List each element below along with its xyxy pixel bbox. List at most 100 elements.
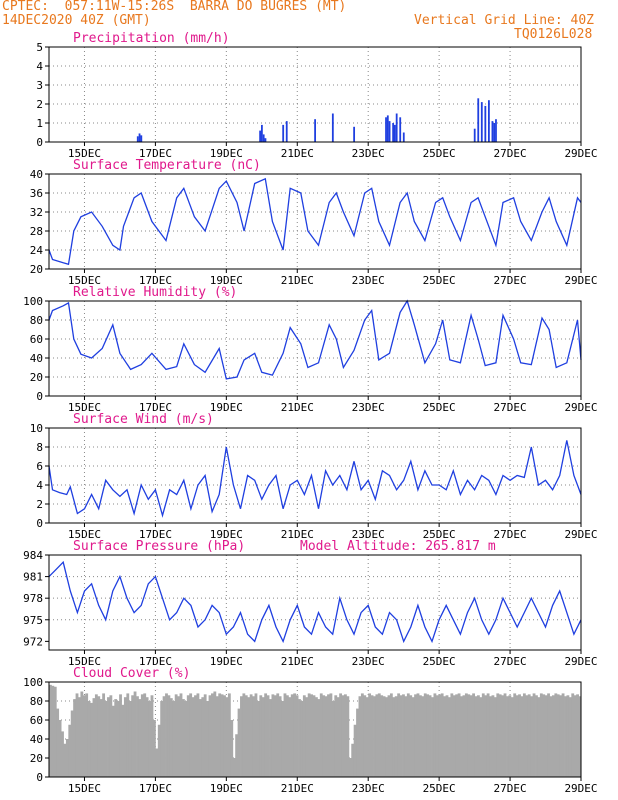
cloud-bar bbox=[56, 708, 60, 777]
wind-ytick-label: 10 bbox=[30, 422, 43, 435]
cloud-bar bbox=[418, 695, 422, 777]
cloud-bar bbox=[414, 694, 417, 777]
cloud-bar bbox=[518, 694, 521, 777]
precip-bar bbox=[493, 123, 496, 142]
cloud-bar bbox=[191, 697, 195, 777]
cloud-bar bbox=[411, 697, 415, 777]
cloud-bar bbox=[315, 697, 318, 777]
precip-title: Precipitation (mm/h) bbox=[73, 31, 230, 46]
cloud-bar bbox=[556, 694, 560, 777]
precip-ytick-label: 2 bbox=[36, 98, 43, 111]
precip-xtick-label: 17DEC bbox=[139, 147, 172, 160]
cloud-bar bbox=[266, 695, 270, 777]
wind-xtick-label: 19DEC bbox=[210, 528, 243, 541]
cloud-bar bbox=[467, 694, 471, 777]
cloud-bar bbox=[148, 701, 151, 777]
cloud-bar bbox=[353, 724, 357, 777]
cloud-bar bbox=[452, 695, 456, 777]
cloud-bar bbox=[167, 695, 171, 777]
cloud-bar bbox=[375, 694, 379, 777]
wind-xtick-label: 25DEC bbox=[423, 528, 456, 541]
cloud-bar bbox=[172, 701, 176, 777]
precip-bar bbox=[259, 130, 262, 142]
cloud-bar bbox=[186, 695, 190, 777]
cloud-bar bbox=[508, 695, 512, 777]
temp-xtick-label: 21DEC bbox=[281, 274, 314, 287]
cloud-bar bbox=[503, 693, 507, 777]
cloud-bar bbox=[522, 693, 526, 777]
humidity-title: Relative Humidity (%) bbox=[73, 285, 237, 300]
humidity-ytick-label: 0 bbox=[36, 390, 43, 403]
precip-bar bbox=[402, 132, 405, 142]
cloud-bar bbox=[196, 693, 200, 777]
cloud-bar bbox=[443, 696, 446, 777]
cloud-bar bbox=[385, 697, 388, 777]
cloud-bar bbox=[404, 696, 408, 777]
cloud-bar bbox=[92, 698, 96, 777]
wind-ytick-label: 0 bbox=[36, 517, 43, 530]
pressure-ytick-label: 975 bbox=[23, 614, 43, 627]
cloud-bar bbox=[182, 699, 185, 777]
cloud-bar bbox=[576, 694, 579, 777]
temp-xtick-label: 29DEC bbox=[564, 274, 597, 287]
cloud-bar bbox=[220, 694, 224, 777]
cloud-bar bbox=[116, 701, 120, 777]
cloud-bar bbox=[302, 695, 306, 777]
cloud-bar bbox=[537, 697, 541, 777]
cloud-bar bbox=[300, 701, 304, 777]
cloud-bar bbox=[99, 699, 103, 777]
humidity-xtick-label: 19DEC bbox=[210, 401, 243, 414]
cloud-bar bbox=[94, 694, 98, 777]
cloud-bar bbox=[273, 695, 277, 777]
humidity-ytick-label: 20 bbox=[30, 371, 43, 384]
cloud-bar bbox=[131, 695, 135, 777]
cloud-bar bbox=[121, 704, 125, 777]
cloud-bar bbox=[477, 695, 480, 777]
cloud-bar bbox=[189, 693, 193, 777]
temp-xtick-label: 25DEC bbox=[423, 274, 456, 287]
cloud-bar bbox=[423, 693, 427, 777]
precip-bar bbox=[484, 105, 487, 142]
temp-line bbox=[48, 177, 582, 266]
pressure-ytick-label: 978 bbox=[23, 592, 43, 605]
cloud-bar bbox=[377, 693, 381, 777]
cloud-bar bbox=[319, 693, 323, 777]
temp-ytick-label: 28 bbox=[30, 225, 43, 238]
cloud-bar bbox=[160, 701, 164, 777]
precip-bar bbox=[394, 124, 396, 142]
cloud-bar bbox=[402, 694, 405, 777]
cloud-bar bbox=[571, 693, 575, 777]
cloud-bar bbox=[143, 693, 147, 777]
humidity-xtick-label: 25DEC bbox=[423, 401, 456, 414]
cloud-bar bbox=[107, 697, 110, 777]
cloud-bar bbox=[339, 693, 342, 777]
precip-bar bbox=[138, 133, 141, 142]
precip-xtick-label: 25DEC bbox=[423, 147, 456, 160]
cloud-bar bbox=[336, 697, 340, 777]
cloud-bar bbox=[194, 695, 197, 777]
cloud-bar bbox=[317, 699, 321, 777]
cloud-bar bbox=[489, 696, 492, 777]
cloud-bar bbox=[431, 697, 434, 777]
cloud-bar bbox=[368, 693, 372, 777]
precip-xtick-label: 29DEC bbox=[564, 147, 597, 160]
humidity-ytick-label: 100 bbox=[23, 295, 43, 308]
cloud-xtick-label: 29DEC bbox=[564, 782, 597, 795]
precip-xtick-label: 21DEC bbox=[281, 147, 314, 160]
cloud-bar bbox=[269, 699, 272, 777]
cloud-bar bbox=[464, 693, 468, 777]
cloud-xtick-label: 19DEC bbox=[210, 782, 243, 795]
cloud-bar bbox=[554, 693, 558, 777]
cloud-bar bbox=[102, 693, 106, 777]
temp-title: Surface Temperature (nC) bbox=[73, 158, 261, 173]
cloud-bar bbox=[114, 699, 118, 777]
cloud-bar bbox=[90, 702, 93, 777]
temp-xtick-label: 17DEC bbox=[139, 274, 172, 287]
cloud-bar bbox=[111, 705, 115, 777]
cloud-bar bbox=[440, 693, 444, 777]
cloud-bar bbox=[58, 720, 62, 777]
temp-ytick-label: 36 bbox=[30, 187, 43, 200]
cloud-bar bbox=[399, 695, 403, 777]
cloud-bar bbox=[237, 708, 241, 777]
cloud-bar bbox=[206, 701, 209, 777]
